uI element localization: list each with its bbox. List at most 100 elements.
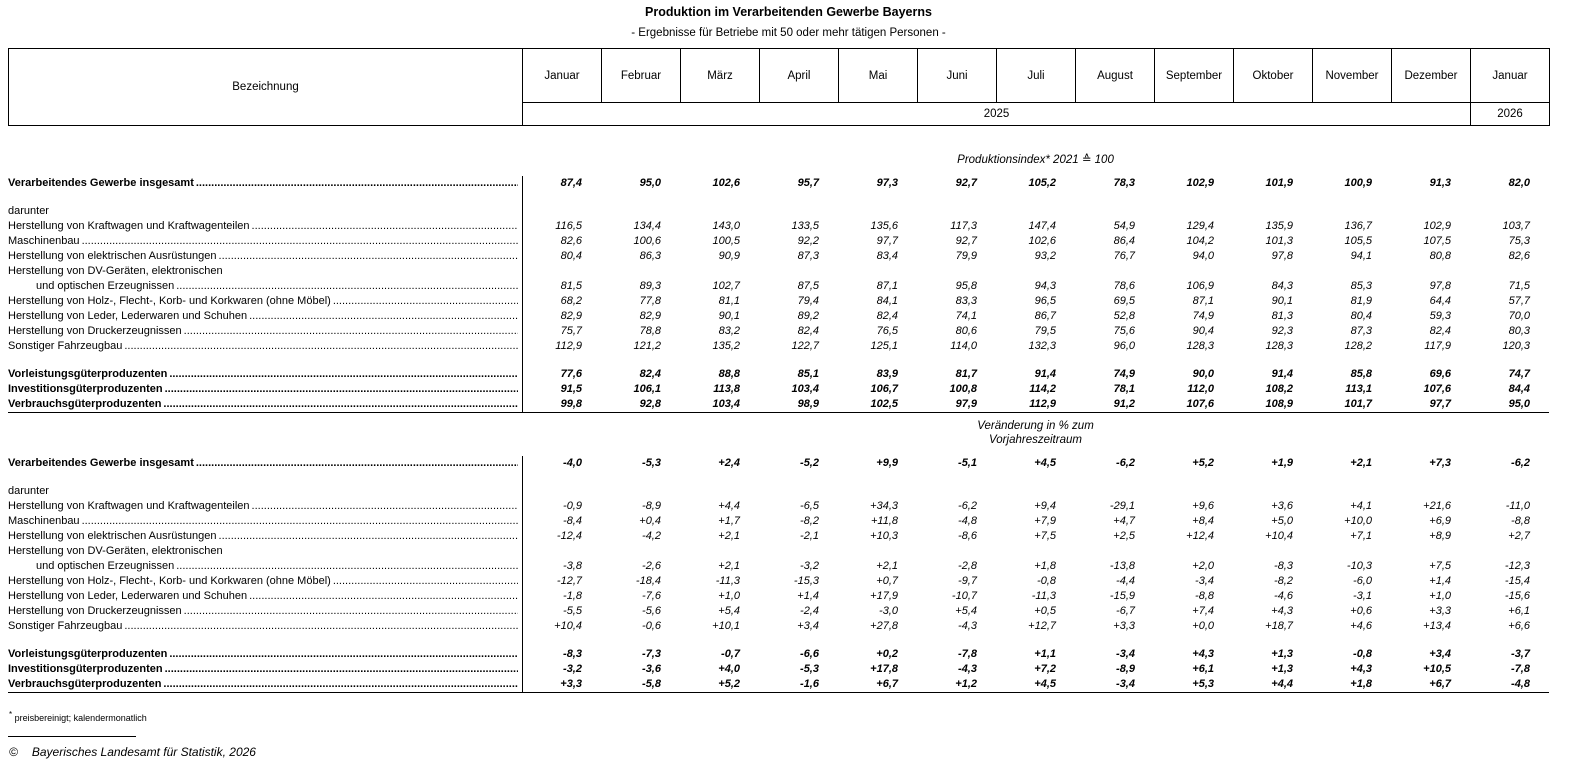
cell-value: 102,9 — [1423, 220, 1451, 232]
cell-value: -15,6 — [1504, 590, 1530, 602]
cell-value: 52,8 — [1113, 310, 1135, 322]
dot-leader: ........................................… — [163, 678, 517, 690]
cell-value: 143,0 — [712, 220, 740, 232]
header-table: Bezeichnung Januar Februar März April Mai Jun… — [8, 48, 1550, 126]
row-label-text: Herstellung von Leder, Lederwaren und Sc… — [8, 590, 248, 602]
cell-value: -12,3 — [1504, 560, 1530, 572]
cell-value: -6,0 — [1353, 575, 1372, 587]
cell-value: -5,2 — [800, 457, 819, 469]
cell-value: 90,4 — [1192, 325, 1214, 337]
table-row: Verarbeitendes Gewerbe insgesamt........… — [8, 456, 1549, 471]
column-header-month: September — [1154, 48, 1234, 103]
cell-value: +4,3 — [1350, 663, 1372, 675]
cell-value: 128,2 — [1344, 340, 1372, 352]
cell-value: +13,4 — [1423, 620, 1451, 632]
cell-value: 82,4 — [876, 310, 898, 322]
cell-value: -0,8 — [1353, 648, 1372, 660]
cell-value: 79,9 — [955, 250, 977, 262]
year-2026: 2026 — [1470, 102, 1550, 126]
spacer-row — [8, 354, 1549, 367]
cell-value: 129,4 — [1186, 220, 1214, 232]
cell-value: 92,2 — [797, 235, 819, 247]
table-row: Herstellung von Druckerzeugnissen.......… — [8, 604, 1549, 619]
footnote-text: preisbereinigt; kalendermonatlich — [14, 713, 147, 723]
cell-value: 71,5 — [1508, 280, 1530, 292]
cell-value: -4,3 — [958, 663, 977, 675]
table-row: Sonstiger Fahrzeugbau...................… — [8, 339, 1549, 354]
table-row: Herstellung von DV-Geräten, elektronisch… — [8, 264, 1549, 294]
cell-value: 112,9 — [555, 340, 582, 352]
cell-value: 120,3 — [1502, 340, 1530, 352]
cell-value: +0,0 — [1192, 620, 1214, 632]
cell-value: +3,3 — [560, 678, 582, 690]
row-label-text: Herstellung von Druckerzeugnissen — [8, 605, 182, 617]
cell-value: 79,4 — [797, 295, 819, 307]
cell-value: 136,7 — [1344, 220, 1372, 232]
cell-value: +3,3 — [1429, 605, 1451, 617]
cell-value: +4,6 — [1350, 620, 1372, 632]
row-label: Herstellung von Druckerzeugnissen.......… — [8, 604, 523, 619]
cell-value: 125,1 — [870, 340, 898, 352]
cell-value: +7,5 — [1429, 560, 1451, 572]
row-label: Herstellung von Leder, Lederwaren und Sc… — [8, 309, 523, 324]
cell-value: +21,6 — [1423, 500, 1451, 512]
cell-value: 113,1 — [1345, 383, 1372, 395]
section-header-produktionsindex: Produktionsindex* 2021 ≙ 100 — [522, 153, 1549, 167]
cell-value: +1,9 — [1271, 457, 1293, 469]
cell-value: 92,8 — [639, 398, 661, 410]
cell-value: 100,8 — [949, 383, 977, 395]
footnote: * preisbereinigt; kalendermonatlich — [9, 710, 1577, 723]
dot-leader: ........................................… — [251, 220, 518, 232]
cell-value: +4,0 — [718, 663, 740, 675]
cell-value: +4,3 — [1271, 605, 1293, 617]
table-row: Herstellung von elektrischen Ausrüstunge… — [8, 529, 1549, 544]
row-label: Herstellung von Leder, Lederwaren und Sc… — [8, 589, 523, 604]
dot-leader: ........................................… — [218, 530, 518, 542]
cell-value: -4,3 — [958, 620, 977, 632]
cell-value: -3,8 — [563, 560, 582, 572]
cell-value: 97,8 — [1429, 280, 1451, 292]
table-row: Herstellung von Druckerzeugnissen.......… — [8, 324, 1549, 339]
row-label: Investitionsgüterproduzenten............… — [8, 662, 523, 677]
dot-leader: ........................................… — [169, 368, 518, 380]
cell-value: +10,4 — [554, 620, 582, 632]
cell-value: -7,8 — [958, 648, 977, 660]
cell-value: 135,6 — [870, 220, 898, 232]
cell-value: 87,4 — [560, 177, 582, 189]
row-label: Herstellung von DV-Geräten, elektronisch… — [8, 544, 523, 574]
cell-value: +10,0 — [1344, 515, 1372, 527]
cell-value: 99,8 — [560, 398, 582, 410]
cell-value: +1,0 — [718, 590, 740, 602]
table-row: Verarbeitendes Gewerbe insgesamt........… — [8, 176, 1549, 191]
cell-value: 102,7 — [712, 280, 740, 292]
cell-value: -15,4 — [1504, 575, 1530, 587]
cell-value: -11,3 — [715, 575, 740, 587]
cell-value: -5,3 — [642, 457, 661, 469]
cell-value: 57,7 — [1508, 295, 1530, 307]
cell-value: 87,1 — [1192, 295, 1214, 307]
cell-value: -5,8 — [642, 678, 661, 690]
dot-leader: ........................................… — [163, 398, 517, 410]
cell-value: -7,8 — [1511, 663, 1530, 675]
cell-value: +6,1 — [1508, 605, 1530, 617]
cell-value: -4,0 — [563, 457, 582, 469]
row-label: Vorleistungsgüterproduzenten............… — [8, 367, 523, 382]
cell-value: -6,2 — [958, 500, 977, 512]
cell-value: 82,0 — [1508, 177, 1530, 189]
cell-value: 116,5 — [555, 220, 582, 232]
cell-value: -10,3 — [1346, 560, 1372, 572]
cell-value: -13,8 — [1109, 560, 1135, 572]
cell-value: -6,2 — [1511, 457, 1530, 469]
cell-value: 83,9 — [876, 368, 898, 380]
cell-value: +10,1 — [712, 620, 740, 632]
cell-value: +6,6 — [1508, 620, 1530, 632]
cell-value: 85,3 — [1350, 280, 1372, 292]
dot-leader: ........................................… — [251, 500, 518, 512]
cell-value: 108,9 — [1265, 398, 1293, 410]
cell-value: 82,6 — [560, 235, 582, 247]
cell-value: +4,3 — [1192, 648, 1214, 660]
cell-value: -7,3 — [642, 648, 661, 660]
cell-value: -3,2 — [800, 560, 819, 572]
spacer-cell — [8, 634, 523, 647]
cell-value: 133,5 — [791, 220, 819, 232]
